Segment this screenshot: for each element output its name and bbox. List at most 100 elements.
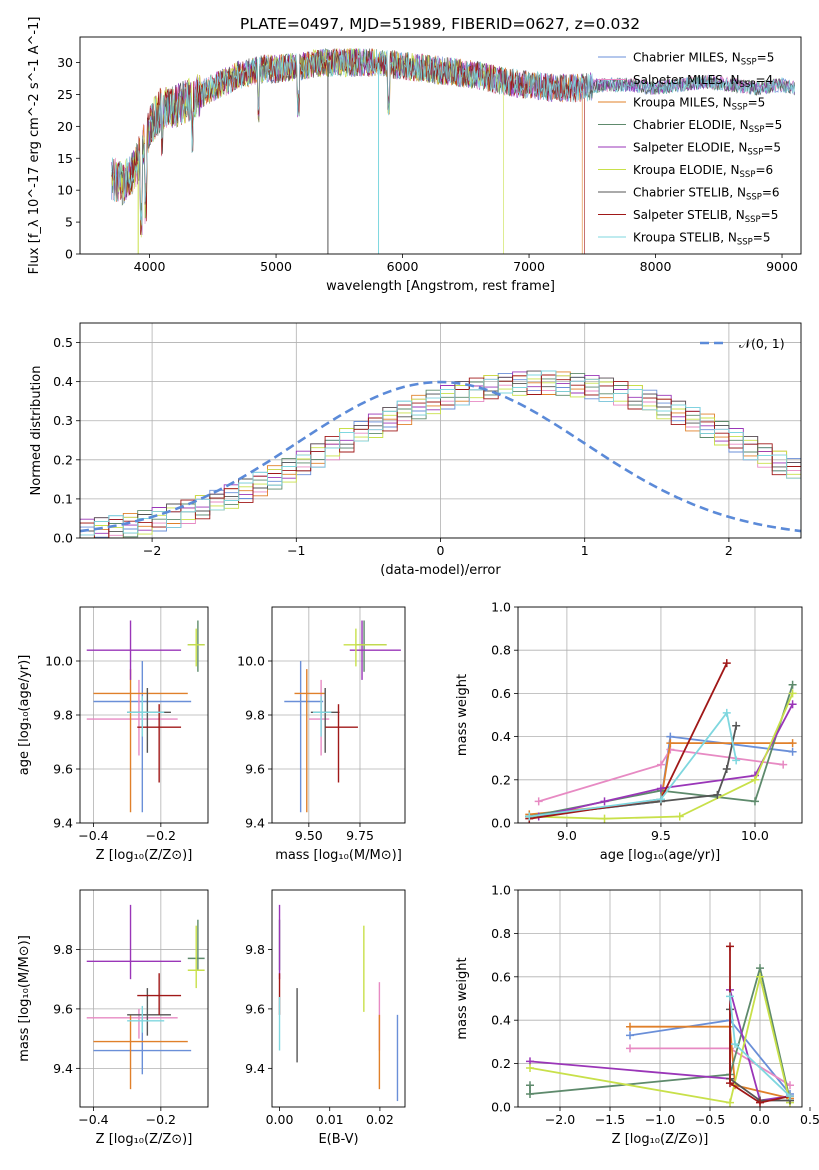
axes-mass_weight_vs_age: 9.0 9.5 10.0 0.0 0.2 0.4 0.6 0.8 1.0 age [log₁₀(a…	[455, 600, 803, 863]
y-tick-label: 9.6	[245, 762, 265, 777]
axes-mass_weight_vs_Z: −2.0 −1.5 −1.0 −0.5 0.0 0.5 0.0 0.2 0.4 0.6 0.8 1.0…	[455, 883, 819, 1148]
weight-line	[529, 710, 738, 818]
y-tick-label: 9.8	[245, 942, 265, 957]
x-axis-label: E(B-V)	[318, 1132, 358, 1147]
weight-line	[630, 1025, 791, 1100]
weight-marker	[779, 760, 788, 769]
x-tick-label: −2	[143, 543, 161, 558]
weight-marker	[626, 1022, 634, 1031]
weight-marker	[526, 1063, 534, 1072]
weight-marker	[756, 1098, 764, 1107]
y-tick-label: 9.4	[53, 1061, 73, 1076]
weight-marker	[726, 992, 734, 1001]
y-tick-label: 0.8	[491, 643, 511, 658]
x-tick-label: −0.2	[146, 828, 176, 843]
y-axis-label: mass [log₁₀(M/M⊙)]	[17, 935, 32, 1062]
weight-marker	[726, 1079, 734, 1088]
errorbar-point	[86, 904, 182, 980]
y-tick-label: 9.6	[53, 1001, 73, 1016]
x-tick-label: 2	[725, 543, 733, 558]
axes-mass_vs_Z: −0.4 −0.2 9.4 9.6 9.8 Z [log₁₀(Z/Z⊙)] mass [lo…	[17, 889, 209, 1147]
x-tick-label: 6000	[387, 259, 419, 274]
x-axis-label: Z [log₁₀(Z/Z⊙)]	[96, 848, 193, 863]
y-tick-label: 0.6	[491, 686, 511, 701]
y-tick-label: 0.4	[491, 729, 511, 744]
weight-marker	[656, 795, 665, 804]
legend-label: 𝒩(0, 1)	[739, 336, 785, 351]
x-tick-label: −1.5	[595, 1112, 625, 1127]
weight-marker	[750, 797, 759, 806]
x-axis-label: mass [log₁₀(M/M⊙)]	[275, 848, 402, 863]
plot-area-mass_weight_vs_Z	[518, 890, 802, 1107]
y-tick-label: 0.1	[53, 491, 73, 506]
errorbar-point	[86, 679, 178, 756]
errorbar-point	[86, 620, 182, 680]
x-axis-label: (data-model)/error	[380, 563, 501, 578]
errorbar-point	[349, 620, 401, 680]
weight-marker	[626, 1031, 634, 1040]
weight-marker	[534, 797, 543, 806]
x-tick-label: 8000	[640, 259, 672, 274]
x-tick-label: 7000	[513, 259, 545, 274]
axes-frame	[79, 36, 802, 255]
weight-marker	[626, 1044, 634, 1053]
x-tick-label: 9.0	[557, 828, 577, 843]
x-tick-label: 9.5	[651, 828, 671, 843]
spectrum-line	[111, 47, 583, 254]
weight-marker	[788, 680, 797, 689]
histogram-step	[80, 374, 801, 538]
x-tick-label: 4000	[134, 259, 166, 274]
y-tick-label: 1.0	[491, 600, 511, 615]
x-tick-label: 5000	[260, 259, 292, 274]
y-tick-label: 9.4	[53, 816, 73, 831]
y-tick-label: 0.4	[491, 1013, 511, 1028]
x-axis-label: Z [log₁₀(Z/Z⊙)]	[612, 1132, 709, 1147]
errorbar-point	[93, 669, 188, 813]
errorbar-point	[312, 696, 332, 737]
y-axis-label: age [log₁₀(age/yr)]	[17, 655, 32, 776]
y-tick-label: 0.0	[53, 531, 73, 546]
legend-label: Chabrier STELIB, NSSP=6	[633, 186, 780, 203]
weight-marker	[732, 756, 741, 765]
errorbar-point	[343, 628, 387, 667]
x-tick-label: −0.4	[78, 1112, 108, 1127]
y-tick-label: 9.6	[53, 762, 73, 777]
errorbar-point	[137, 704, 182, 783]
weight-marker	[656, 760, 665, 769]
y-tick-label: 9.6	[245, 1001, 265, 1016]
axes-age_vs_Z: −0.4 −0.2 9.4 9.6 9.8 10.0 Z [log₁₀(Z/Z⊙)] age …	[17, 606, 209, 863]
errorbar-point	[137, 973, 182, 1015]
legend-label: Salpeter ELODIE, NSSP=5	[633, 141, 781, 158]
errorbar-point	[294, 669, 326, 813]
weight-marker	[788, 700, 797, 709]
normal-curve	[80, 380, 801, 533]
weight-marker	[788, 689, 797, 698]
legend-label: Kroupa STELIB, NSSP=5	[633, 231, 771, 248]
weight-marker	[666, 739, 675, 748]
weight-line	[529, 976, 791, 1104]
y-tick-label: 5	[65, 215, 73, 230]
x-axis-label: Z [log₁₀(Z/Z⊙)]	[96, 1132, 193, 1147]
y-tick-label: 9.8	[53, 708, 73, 723]
x-tick-label: −0.2	[146, 1112, 176, 1127]
x-tick-label: 9.50	[295, 828, 323, 843]
x-tick-label: −1.0	[645, 1112, 675, 1127]
spectrum-line	[111, 48, 504, 254]
axes-mass_vs_EBV: 0.00 0.01 0.02 9.4 9.6 9.8 E(B-V)	[245, 889, 406, 1147]
legend: Chabrier MILES, NSSP=5 Salpeter MILES, NS…	[598, 51, 782, 248]
x-tick-label: 9000	[766, 259, 798, 274]
y-axis-label: Normed distribution	[29, 366, 44, 496]
axes-residuals: 𝒩(0, 1) −2 −1 0 1 2 0.0 0.1 0.2 0.3 0.4 0.5 (data-mo…	[29, 322, 802, 578]
y-tick-label: 0.0	[491, 816, 511, 831]
y-tick-label: 0	[65, 247, 73, 262]
y-tick-label: 0.4	[53, 374, 73, 389]
x-tick-label: 0.5	[800, 1112, 819, 1127]
weight-marker	[756, 964, 764, 973]
y-axis-label: Flux [f_λ 10^-17 erg cm^-2 s^-1 A^-1]	[27, 17, 42, 275]
errorbar-point	[127, 688, 171, 753]
y-tick-label: 9.4	[245, 816, 265, 831]
y-tick-label: 25	[57, 87, 73, 102]
weight-marker	[750, 775, 759, 784]
y-tick-label: 20	[57, 119, 73, 134]
weight-marker	[600, 797, 609, 806]
